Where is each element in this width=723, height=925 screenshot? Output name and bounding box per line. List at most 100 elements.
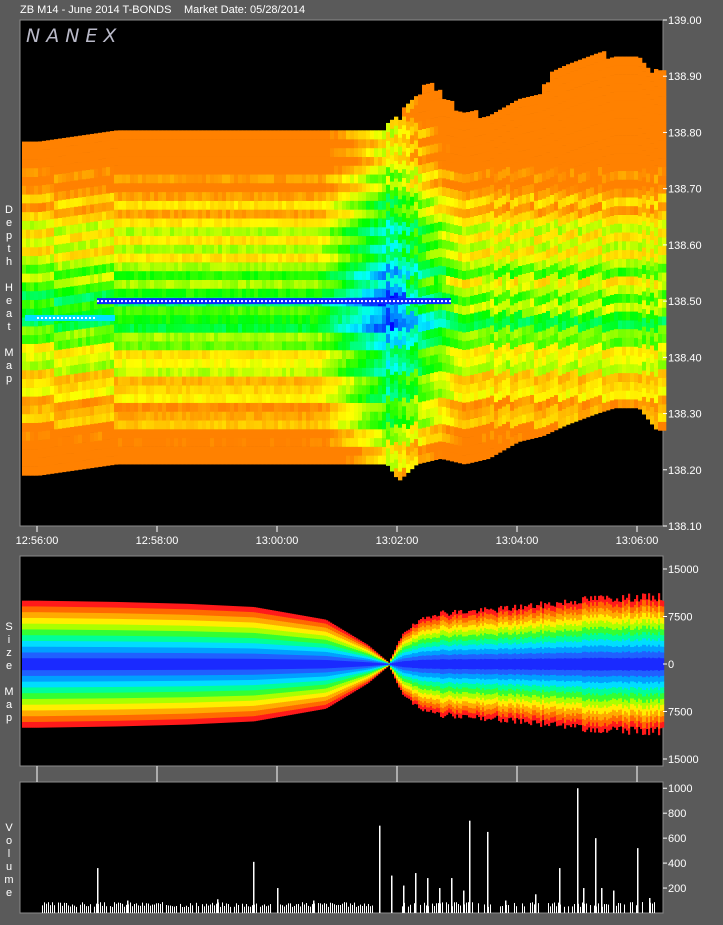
volume-bar [466,902,467,913]
volume-bar [654,902,655,913]
volume-bar [458,904,459,913]
volume-bar [190,903,191,913]
volume-spike [469,820,471,913]
volume-bar [582,902,583,913]
volume-spike [403,885,405,913]
volume-bar [324,903,325,913]
volume-bar [132,906,133,913]
volume-bar [264,904,265,913]
heat-x-tick-label: 13:00:00 [256,535,299,547]
volume-bar [408,906,409,913]
volume-bar [598,903,599,913]
volume-bar [302,902,303,913]
heat-y-tick-label: 138.50 [668,296,702,308]
heat-y-tick-label: 138.80 [668,127,702,139]
size-y-tick-label: 0 [668,659,674,671]
volume-y-tick-label: 800 [668,808,686,820]
volume-spike [427,878,429,913]
volume-spike [439,888,441,913]
volume-bar [552,903,553,913]
volume-bar [514,902,515,913]
volume-spike [583,888,585,913]
volume-bar [290,903,291,913]
volume-bar [182,906,183,913]
volume-bar [306,903,307,913]
volume-bar [262,905,263,913]
volume-bar [88,906,89,913]
volume-bar [304,904,305,913]
volume-bar [114,902,115,913]
volume-bar [616,905,617,913]
volume-bar [346,902,347,913]
volume-bar [212,902,213,913]
volume-bar [618,902,619,913]
volume-spike [595,838,597,913]
heat-y-tick-label: 138.40 [668,352,702,364]
size-y-axis: 15000 7500 0 7500 15000 [663,564,699,766]
nanex-brand: NANEX [26,25,123,47]
volume-bar [500,906,501,913]
volume-bar [174,906,175,913]
volume-bar [238,904,239,913]
heat-y-tick-label: 138.20 [668,465,702,477]
volume-bar [230,906,231,913]
volume-bar [586,903,587,913]
volume-bar [116,903,117,913]
volume-bar [110,906,111,913]
volume-bar [118,902,119,913]
volume-bar [270,904,271,913]
volume-bar [126,904,127,913]
volume-bar [326,903,327,913]
volume-bar [568,906,569,913]
volume-bar [228,904,229,913]
heat-y-tick-label: 138.90 [668,71,702,83]
volume-bar [120,902,121,913]
volume-bar [84,904,85,913]
volume-bar [44,902,45,913]
volume-bar [446,902,447,913]
volume-bar [294,905,295,913]
volume-bar [538,903,539,913]
volume-bar [402,906,403,913]
volume-bar [456,902,457,913]
volume-bar [58,902,59,913]
volume-bar [368,903,369,913]
volume-bar [96,903,97,913]
volume-bar [442,902,443,913]
volume-bar [356,906,357,913]
volume-bar [410,904,411,913]
volume-bar [334,904,335,913]
volume-spike [253,861,255,913]
volume-bar [172,906,173,913]
volume-bar [534,904,535,913]
size-y-tick-label: 7500 [668,707,692,719]
volume-bar [54,905,55,913]
volume-bar [198,906,199,913]
volume-bar [148,903,149,913]
volume-bar [42,905,43,913]
volume-bar [350,903,351,913]
volume-bar [268,905,269,913]
volume-bar [448,904,449,913]
volume-bar [72,904,73,913]
volume-bar [344,902,345,913]
volume-bar [432,903,433,913]
volume-bar [292,906,293,913]
volume-spike [577,788,579,913]
volume-bar [580,906,581,913]
volume-spike [313,900,315,913]
volume-bar [210,904,211,913]
volume-y-tick-label: 1000 [668,783,692,795]
volume-bar [144,905,145,913]
volume-bar [606,904,607,913]
volume-bar [208,905,209,913]
volume-bar [426,905,427,913]
volume-bar [330,902,331,913]
size-y-tick-label: 15000 [668,754,699,766]
volume-bar [130,902,131,913]
volume-bar [220,906,221,913]
volume-bar [502,905,503,913]
volume-bar [420,904,421,913]
